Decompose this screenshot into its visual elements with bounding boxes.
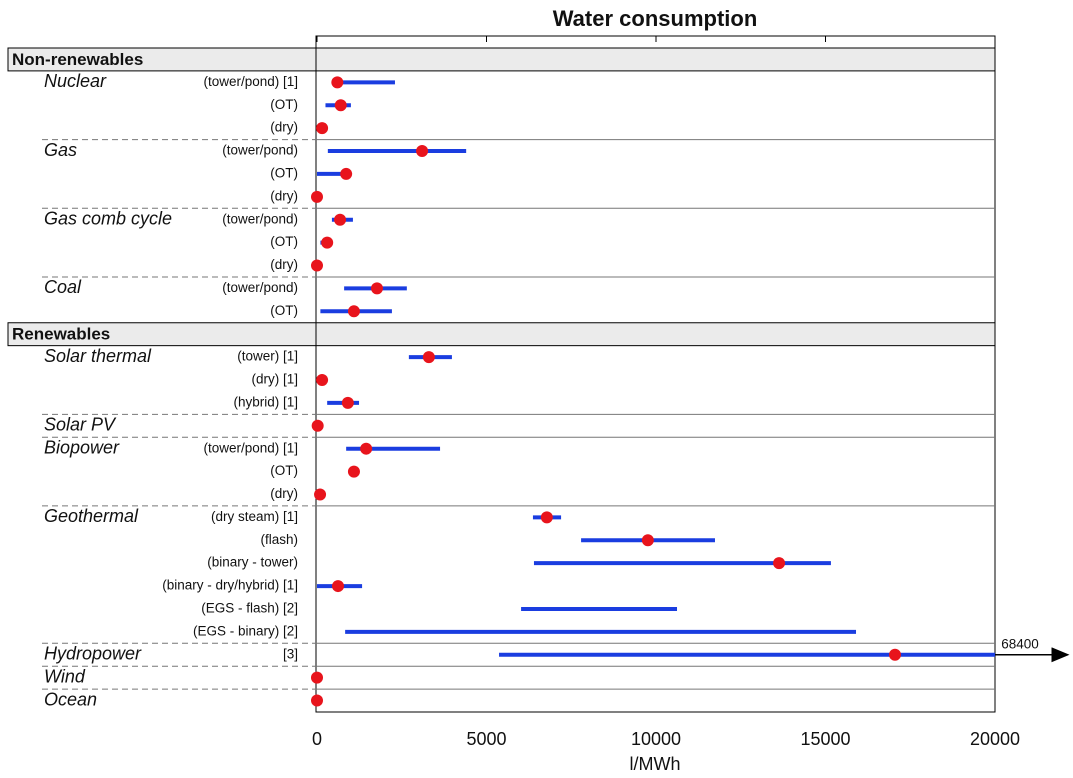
x-tick-label: 10000 <box>631 729 681 749</box>
median-point <box>331 76 344 89</box>
x-tick-label: 5000 <box>466 729 506 749</box>
x-tick-label: 15000 <box>800 729 850 749</box>
median-point <box>311 671 323 684</box>
row-label: (dry) <box>270 486 298 501</box>
row-label: (OT) <box>270 303 298 318</box>
median-point <box>371 282 384 295</box>
technology-label: Coal <box>44 277 82 297</box>
row-label: (dry steam) [1] <box>211 509 298 524</box>
median-point <box>311 259 323 272</box>
median-point <box>332 580 345 593</box>
row-label: (tower/pond) <box>222 143 298 158</box>
median-point <box>360 442 373 455</box>
median-point <box>540 511 553 524</box>
median-point <box>321 236 334 249</box>
row-label: (OT) <box>270 165 298 180</box>
row-label: (tower) [1] <box>237 349 298 364</box>
technology-label: Wind <box>44 666 86 686</box>
row-label: (EGS - flash) [2] <box>201 601 298 616</box>
median-point <box>316 374 329 386</box>
row-label: (dry) [1] <box>251 372 298 387</box>
median-point <box>422 351 435 364</box>
row-label: (OT) <box>270 234 298 249</box>
row-label: (tower/pond) [1] <box>203 440 298 455</box>
technology-label: Biopower <box>44 437 120 457</box>
median-point <box>334 213 347 226</box>
technology-label: Gas comb cycle <box>44 208 172 228</box>
technology-label: Ocean <box>44 689 97 709</box>
median-point <box>347 465 360 478</box>
row-label: (EGS - binary) [2] <box>193 623 298 638</box>
x-tick-label: 0 <box>312 729 322 749</box>
group-header <box>7 47 996 72</box>
group-header <box>7 322 996 347</box>
row-label: (binary - dry/hybrid) [1] <box>162 578 298 593</box>
median-point <box>341 396 354 409</box>
row-label: (hybrid) [1] <box>233 394 298 409</box>
technology-label: Solar thermal <box>44 346 152 366</box>
technology-label: Geothermal <box>44 506 139 526</box>
median-point <box>311 190 323 203</box>
median-point <box>316 122 329 135</box>
row-label: [3] <box>283 646 298 661</box>
x-tick-label: 20000 <box>970 729 1020 749</box>
row-label: (tower/pond) <box>222 211 298 226</box>
technology-label: Gas <box>44 140 77 160</box>
technology-label: Solar PV <box>44 415 117 435</box>
median-point <box>773 557 786 570</box>
row-label: (binary - tower) <box>207 555 298 570</box>
median-point <box>347 305 360 318</box>
row-label: (OT) <box>270 97 298 112</box>
row-label: (dry) <box>270 257 298 272</box>
chart-title: Water consumption <box>553 6 758 31</box>
technology-label: Nuclear <box>44 71 107 91</box>
median-point <box>416 145 429 158</box>
row-label: (tower/pond) <box>222 280 298 295</box>
overflow-label: 68400 <box>1001 636 1039 651</box>
technology-label: Hydropower <box>44 644 142 664</box>
row-label: (OT) <box>270 463 298 478</box>
row-label: (flash) <box>260 532 298 547</box>
row-label: (dry) <box>270 188 298 203</box>
median-point <box>314 488 327 501</box>
median-point <box>641 534 654 547</box>
x-axis-label: l/MWh <box>630 754 681 774</box>
row-label: (dry) <box>270 120 298 135</box>
median-point <box>334 99 347 112</box>
median-point <box>340 167 353 180</box>
row-label: (tower/pond) [1] <box>203 74 298 89</box>
median-point <box>311 419 324 432</box>
group-title: Non-renewables <box>12 50 143 69</box>
group-title: Renewables <box>12 325 110 344</box>
median-point <box>311 694 323 707</box>
median-point <box>888 648 901 661</box>
